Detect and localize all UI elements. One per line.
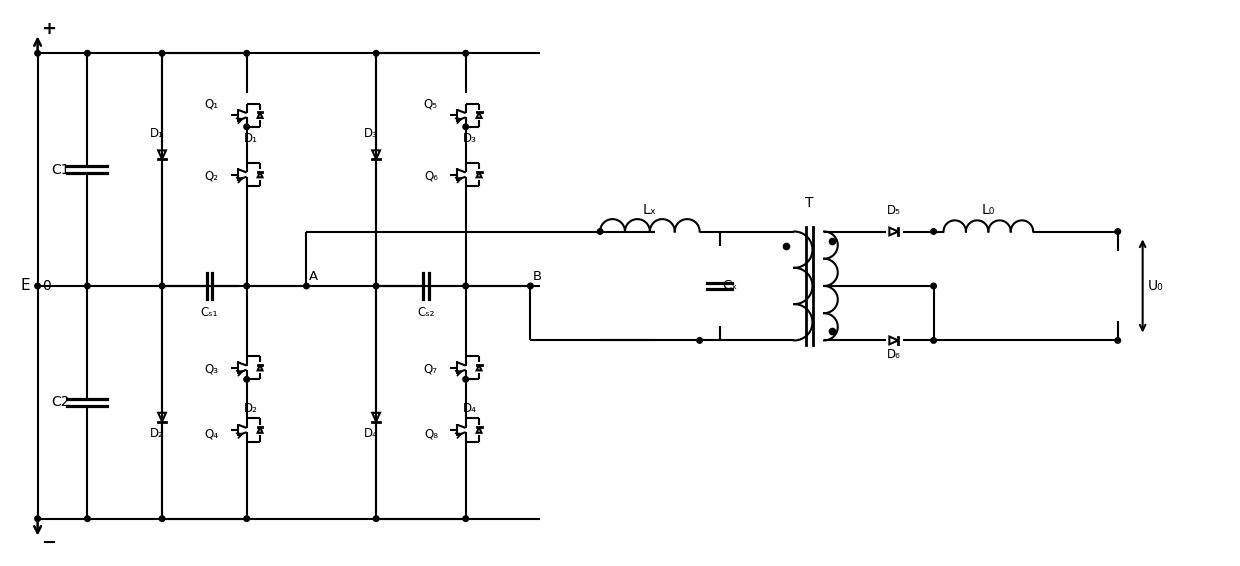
Text: D₄: D₄: [463, 402, 476, 415]
Text: A: A: [309, 270, 317, 283]
Circle shape: [1115, 229, 1121, 234]
Circle shape: [373, 516, 379, 521]
Circle shape: [463, 283, 469, 289]
Circle shape: [304, 283, 309, 289]
Text: 0: 0: [42, 279, 51, 293]
Text: Q₄: Q₄: [205, 428, 218, 441]
Text: +: +: [42, 19, 57, 37]
Circle shape: [159, 50, 165, 56]
Text: −: −: [42, 534, 57, 552]
Circle shape: [244, 50, 249, 56]
Circle shape: [159, 283, 165, 289]
Circle shape: [244, 376, 249, 382]
Text: D₄: D₄: [365, 427, 378, 440]
Circle shape: [931, 338, 936, 343]
Circle shape: [373, 50, 379, 56]
Text: D₁: D₁: [150, 127, 164, 140]
Circle shape: [1115, 338, 1121, 343]
Circle shape: [373, 283, 379, 289]
Text: Cₛ₁: Cₛ₁: [201, 306, 218, 319]
Text: T: T: [805, 196, 813, 210]
Text: Q₇: Q₇: [424, 363, 438, 376]
Circle shape: [35, 283, 41, 289]
Text: Cₓ: Cₓ: [723, 280, 738, 293]
Circle shape: [598, 229, 603, 234]
Circle shape: [35, 50, 41, 56]
Text: D₁: D₁: [244, 132, 258, 145]
Circle shape: [931, 229, 936, 234]
Text: D₆: D₆: [887, 348, 900, 361]
Circle shape: [463, 376, 469, 382]
Circle shape: [35, 516, 41, 521]
Text: Lₓ: Lₓ: [642, 203, 657, 217]
Text: Q₈: Q₈: [424, 428, 438, 441]
Text: D₃: D₃: [463, 132, 476, 145]
Text: C2: C2: [51, 395, 69, 409]
Text: D₃: D₃: [365, 127, 378, 140]
Text: D₂: D₂: [244, 402, 258, 415]
Text: D₅: D₅: [887, 204, 900, 217]
Text: Q₆: Q₆: [424, 170, 438, 182]
Circle shape: [463, 50, 469, 56]
Circle shape: [244, 516, 249, 521]
Text: Q₃: Q₃: [205, 363, 218, 376]
Text: B: B: [532, 270, 542, 283]
Text: E: E: [20, 278, 30, 293]
Circle shape: [84, 50, 91, 56]
Text: U₀: U₀: [1148, 279, 1163, 293]
Circle shape: [931, 283, 936, 289]
Text: C1: C1: [51, 162, 69, 177]
Circle shape: [244, 124, 249, 130]
Text: Q₅: Q₅: [424, 97, 438, 110]
Circle shape: [159, 516, 165, 521]
Circle shape: [84, 516, 91, 521]
Circle shape: [84, 283, 91, 289]
Circle shape: [697, 338, 702, 343]
Text: Cₛ₂: Cₛ₂: [417, 306, 434, 319]
Circle shape: [527, 283, 533, 289]
Circle shape: [463, 516, 469, 521]
Text: D₂: D₂: [150, 427, 164, 440]
Circle shape: [463, 124, 469, 130]
Text: Q₁: Q₁: [205, 97, 218, 110]
Text: Q₂: Q₂: [205, 170, 218, 182]
Text: L₀: L₀: [982, 203, 994, 217]
Circle shape: [244, 283, 249, 289]
